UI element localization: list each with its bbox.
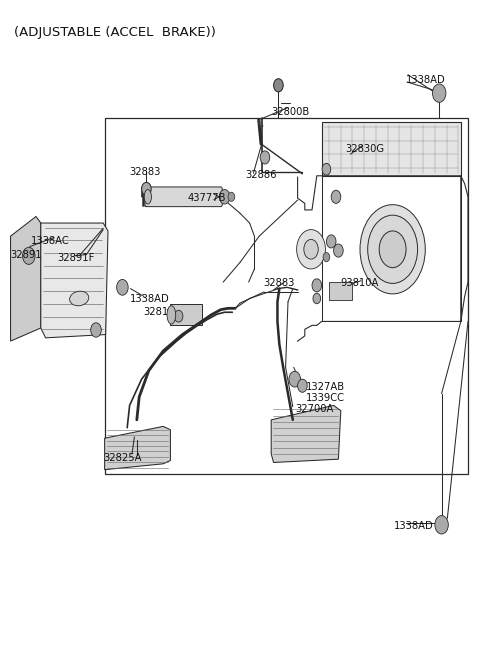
Text: 1338AD: 1338AD — [130, 294, 169, 304]
Text: 93810A: 93810A — [341, 278, 379, 289]
Circle shape — [117, 279, 128, 295]
Ellipse shape — [144, 190, 152, 204]
Circle shape — [331, 190, 341, 203]
Text: 1338AD: 1338AD — [406, 75, 445, 85]
Circle shape — [313, 293, 321, 304]
Circle shape — [379, 231, 406, 268]
Text: 32886: 32886 — [245, 170, 276, 180]
Circle shape — [298, 379, 307, 392]
Polygon shape — [271, 405, 341, 462]
Circle shape — [142, 182, 151, 195]
Circle shape — [304, 239, 318, 259]
Bar — [170, 304, 202, 325]
Circle shape — [219, 190, 230, 204]
Circle shape — [174, 310, 183, 322]
Circle shape — [23, 247, 35, 264]
Circle shape — [260, 151, 270, 164]
Bar — [329, 282, 352, 300]
Circle shape — [297, 230, 325, 269]
Text: 1338AC: 1338AC — [31, 236, 70, 247]
Text: 32883: 32883 — [130, 167, 161, 177]
Bar — [322, 122, 461, 176]
Circle shape — [228, 192, 235, 201]
Circle shape — [312, 279, 322, 292]
Text: (ADJUSTABLE (ACCEL  BRAKE)): (ADJUSTABLE (ACCEL BRAKE)) — [14, 26, 216, 39]
Text: 1339CC: 1339CC — [306, 393, 345, 403]
Text: 1327AB: 1327AB — [306, 382, 346, 392]
Text: 32891: 32891 — [11, 249, 42, 260]
Ellipse shape — [70, 291, 89, 306]
Text: 43777B: 43777B — [187, 193, 226, 203]
Text: 32830G: 32830G — [346, 144, 385, 154]
Circle shape — [289, 371, 300, 387]
Circle shape — [91, 323, 101, 337]
Circle shape — [274, 79, 283, 92]
Circle shape — [334, 244, 343, 257]
Circle shape — [360, 205, 425, 294]
Circle shape — [326, 235, 336, 248]
Text: 32700A: 32700A — [295, 404, 334, 415]
Text: 32810: 32810 — [143, 307, 175, 318]
Text: 32883: 32883 — [263, 278, 294, 289]
Circle shape — [323, 253, 330, 262]
Text: 32891F: 32891F — [58, 253, 95, 263]
FancyBboxPatch shape — [145, 187, 222, 207]
Text: 32825A: 32825A — [103, 453, 142, 463]
Ellipse shape — [167, 306, 176, 324]
Bar — [105, 118, 468, 474]
Polygon shape — [11, 216, 41, 341]
Circle shape — [432, 84, 446, 102]
Polygon shape — [41, 223, 108, 338]
Text: 32800B: 32800B — [271, 106, 310, 117]
Circle shape — [322, 163, 331, 175]
Circle shape — [435, 516, 448, 534]
Circle shape — [368, 215, 418, 283]
Text: 1338AD: 1338AD — [394, 521, 433, 531]
Polygon shape — [105, 426, 170, 470]
